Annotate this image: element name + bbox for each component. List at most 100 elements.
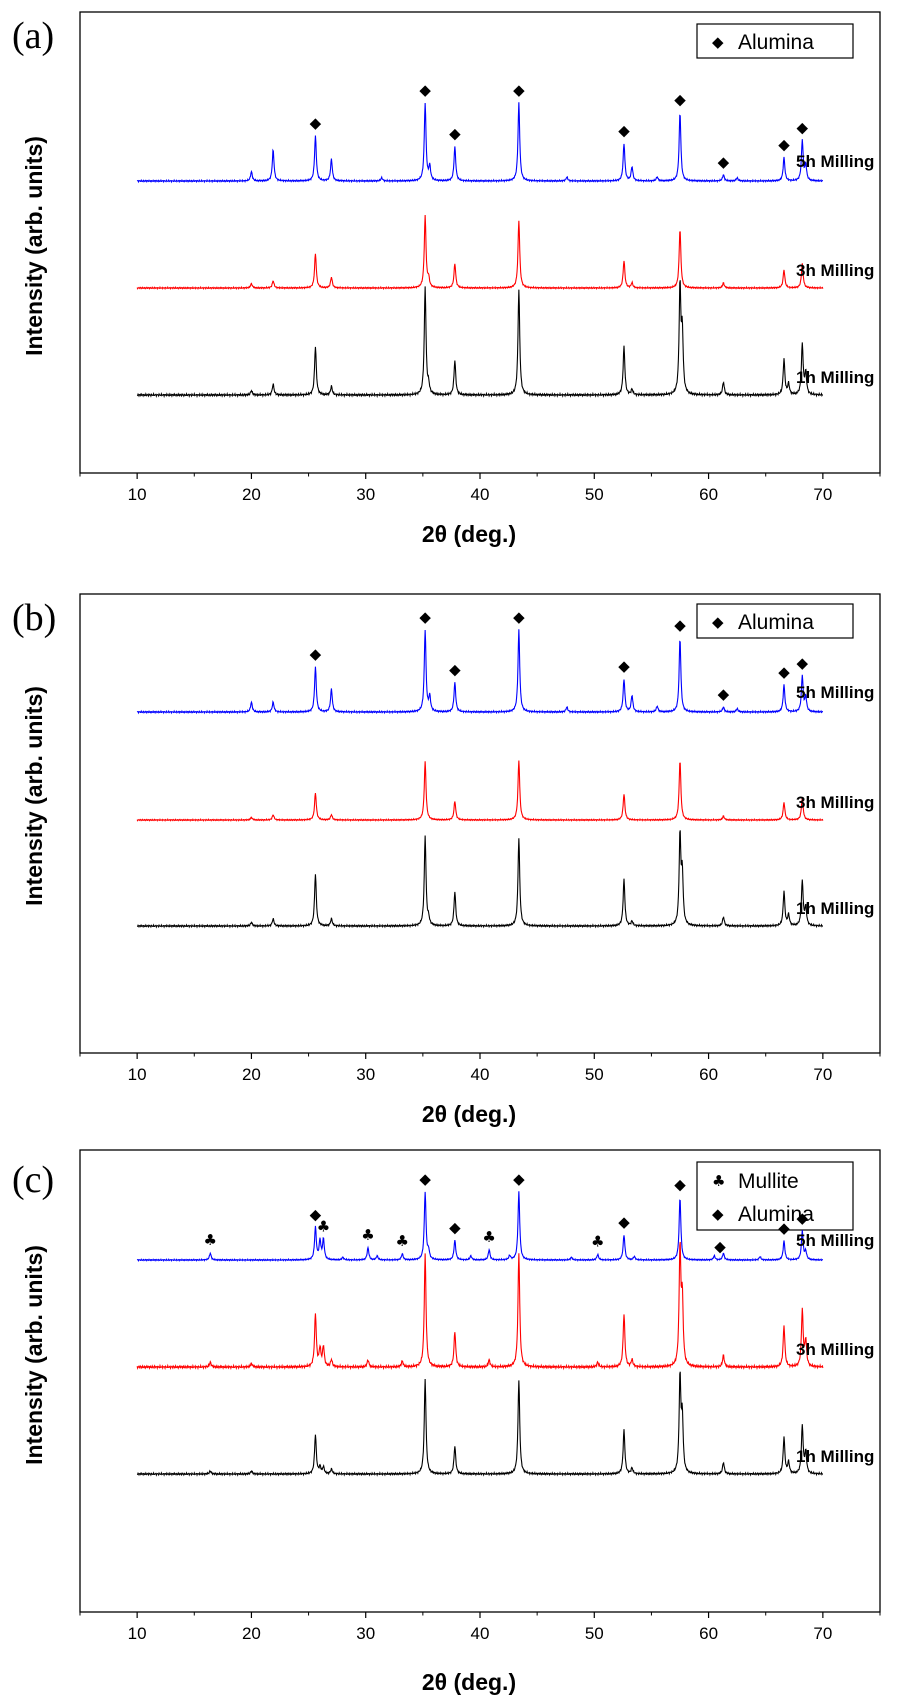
series-label: 3h Milling bbox=[796, 793, 874, 812]
x-tick-label: 30 bbox=[356, 1624, 375, 1643]
alumina-marker: ◆ bbox=[778, 136, 790, 154]
series-label: 5h Milling bbox=[796, 152, 874, 171]
x-tick-label: 50 bbox=[585, 1624, 604, 1643]
series-label: 5h Milling bbox=[796, 683, 874, 702]
alumina-marker: ◆ bbox=[778, 1219, 790, 1237]
x-tick-label: 60 bbox=[699, 1624, 718, 1643]
series-line bbox=[136, 215, 824, 291]
legend-entry-label: Alumina bbox=[738, 31, 814, 54]
legend-entry: ◆ Alumina bbox=[712, 611, 814, 634]
mullite-marker: ♣ bbox=[361, 1226, 374, 1244]
legend: ♣ Mullite ◆ Alumina bbox=[696, 1161, 854, 1231]
alumina-marker: ◆ bbox=[419, 81, 431, 99]
series-line bbox=[136, 280, 824, 399]
mullite-marker: ♣ bbox=[317, 1218, 330, 1236]
legend: ◆ Alumina bbox=[696, 603, 854, 639]
x-tick-label: 60 bbox=[699, 1065, 718, 1084]
series-line bbox=[136, 760, 824, 822]
alumina-marker: ◆ bbox=[797, 1209, 809, 1227]
x-axis-label: 2θ (deg.) bbox=[422, 521, 516, 547]
alumina-marker: ◆ bbox=[513, 81, 525, 99]
alumina-marker: ◆ bbox=[714, 1237, 726, 1255]
x-tick-label: 70 bbox=[813, 485, 832, 504]
legend-entry: ♣ Mullite bbox=[712, 1170, 799, 1193]
series-line bbox=[136, 1241, 824, 1371]
x-tick-label: 20 bbox=[242, 1624, 261, 1643]
x-axis-label: 2θ (deg.) bbox=[422, 1669, 516, 1695]
plot-frame bbox=[79, 11, 881, 474]
series-label: 1h Milling bbox=[796, 368, 874, 387]
alumina-marker: ◆ bbox=[419, 608, 431, 626]
legend-box bbox=[696, 23, 854, 59]
y-axis-label: Intensity (arb. units) bbox=[21, 686, 47, 906]
x-tick-label: 10 bbox=[128, 1065, 147, 1084]
alumina-marker: ◆ bbox=[513, 1170, 525, 1188]
series-line bbox=[136, 629, 824, 715]
alumina-marker: ◆ bbox=[449, 1218, 461, 1236]
alumina-marker: ◆ bbox=[718, 153, 730, 171]
legend-box bbox=[696, 603, 854, 639]
series-label: 1h Milling bbox=[796, 1447, 874, 1466]
panel-letter: (a) bbox=[12, 15, 54, 57]
alumina-marker: ◆ bbox=[449, 660, 461, 678]
legend-entry: ◆ Alumina bbox=[712, 31, 814, 54]
series-line bbox=[136, 1371, 824, 1477]
alumina-marker: ◆ bbox=[778, 663, 790, 681]
legend-entry-label: Mullite bbox=[738, 1170, 799, 1193]
legend-entry: ◆ Alumina bbox=[712, 1203, 814, 1226]
x-tick-label: 10 bbox=[128, 1624, 147, 1643]
x-tick-label: 20 bbox=[242, 1065, 261, 1084]
panel-c: (c) Intensity (arb. units) 2θ (deg.) ♣ M… bbox=[12, 1149, 881, 1695]
x-axis-label: 2θ (deg.) bbox=[422, 1101, 516, 1127]
legend-symbol: ◆ bbox=[712, 1205, 724, 1223]
alumina-marker: ◆ bbox=[797, 118, 809, 136]
x-tick-label: 40 bbox=[471, 485, 490, 504]
alumina-marker: ◆ bbox=[674, 1175, 686, 1193]
panel-letter: (b) bbox=[12, 597, 56, 639]
alumina-marker: ◆ bbox=[618, 122, 630, 140]
series-label: 3h Milling bbox=[796, 261, 874, 280]
x-tick-label: 10 bbox=[128, 485, 147, 504]
mullite-marker: ♣ bbox=[396, 1232, 409, 1250]
series-line bbox=[136, 102, 824, 184]
series-label: 5h Milling bbox=[796, 1231, 874, 1250]
x-tick-label: 30 bbox=[356, 485, 375, 504]
alumina-marker: ◆ bbox=[310, 1205, 322, 1223]
alumina-marker: ◆ bbox=[797, 654, 809, 672]
x-tick-label: 50 bbox=[585, 1065, 604, 1084]
mullite-marker: ♣ bbox=[482, 1228, 495, 1246]
alumina-marker: ◆ bbox=[419, 1170, 431, 1188]
series-label: 3h Milling bbox=[796, 1340, 874, 1359]
alumina-marker: ◆ bbox=[718, 685, 730, 703]
legend-symbol: ◆ bbox=[712, 613, 724, 631]
series-label: 1h Milling bbox=[796, 899, 874, 918]
y-axis-label: Intensity (arb. units) bbox=[21, 136, 47, 356]
series-line bbox=[136, 1191, 824, 1263]
series-line bbox=[136, 830, 823, 929]
y-axis-label: Intensity (arb. units) bbox=[21, 1245, 47, 1465]
x-tick-label: 30 bbox=[356, 1065, 375, 1084]
mullite-marker: ♣ bbox=[204, 1231, 217, 1249]
legend-symbol: ◆ bbox=[712, 33, 724, 51]
alumina-marker: ◆ bbox=[674, 90, 686, 108]
legend-symbol: ♣ bbox=[712, 1172, 725, 1190]
alumina-marker: ◆ bbox=[674, 616, 686, 634]
alumina-marker: ◆ bbox=[618, 1213, 630, 1231]
legend: ◆ Alumina bbox=[696, 23, 854, 59]
panel-letter: (c) bbox=[12, 1159, 54, 1201]
mullite-marker: ♣ bbox=[591, 1233, 604, 1251]
alumina-marker: ◆ bbox=[310, 114, 322, 132]
x-tick-label: 70 bbox=[813, 1065, 832, 1084]
legend-entry-label: Alumina bbox=[738, 611, 814, 634]
plot-frame bbox=[79, 593, 881, 1054]
alumina-marker: ◆ bbox=[449, 125, 461, 143]
panel-b: (b) Intensity (arb. units) 2θ (deg.) ◆ A… bbox=[12, 593, 881, 1127]
x-tick-label: 70 bbox=[813, 1624, 832, 1643]
x-tick-label: 60 bbox=[699, 485, 718, 504]
alumina-marker: ◆ bbox=[513, 608, 525, 626]
legend-box bbox=[696, 1161, 854, 1231]
legend-entry-label: Alumina bbox=[738, 1203, 814, 1226]
x-tick-label: 20 bbox=[242, 485, 261, 504]
panel-a: (a) Intensity (arb. units) 2θ (deg.) ◆ A… bbox=[12, 11, 881, 547]
